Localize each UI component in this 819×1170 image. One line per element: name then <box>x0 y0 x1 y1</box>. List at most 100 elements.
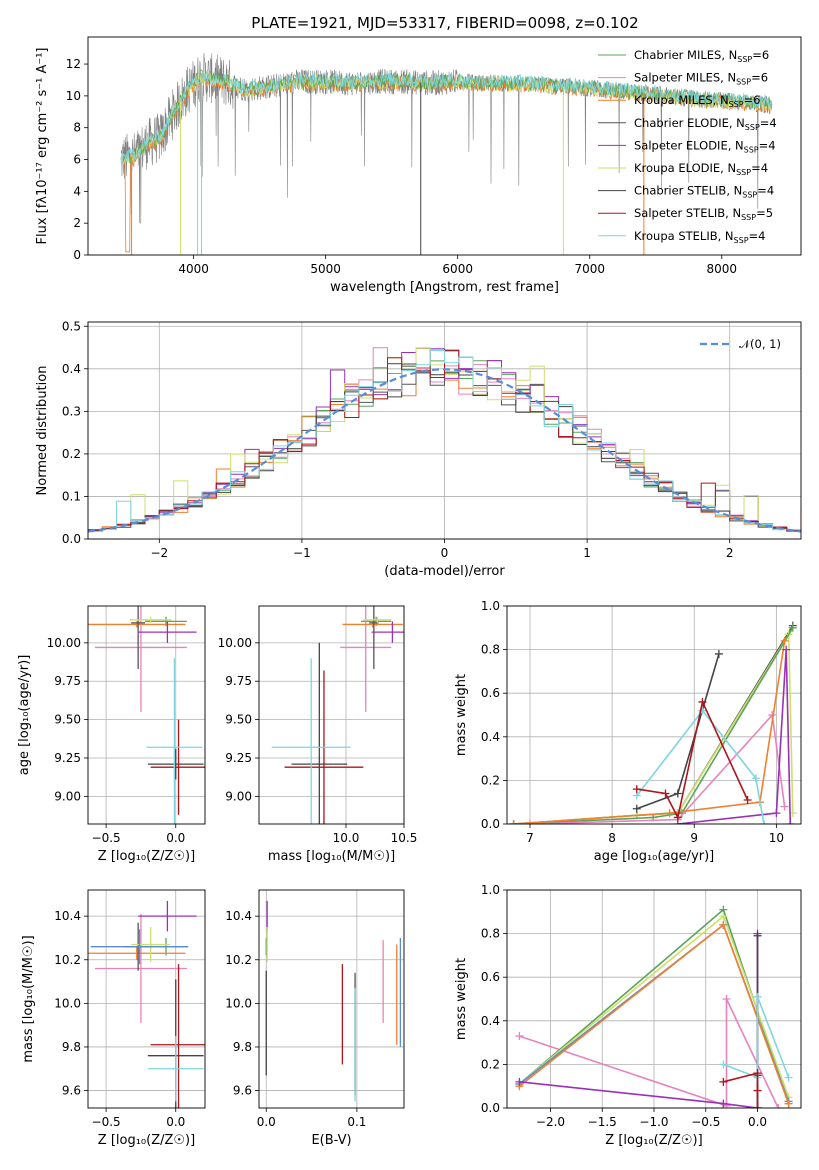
legend-text: Chabrier ELODIE, N <box>634 116 745 130</box>
legend-suffix: =6 <box>752 48 769 62</box>
series-marker <box>698 697 707 706</box>
y-tick-label: 9.00 <box>54 789 81 803</box>
series-marker <box>722 995 731 1003</box>
chart-mass_weight_vs_age: 7 8 9 10 0.0 0.2 0.4 0.6 0.8 1.0 age [log₁₀(age/yr… <box>454 599 802 864</box>
y-tick-label: 9.50 <box>54 713 81 727</box>
legend-text: Chabrier STELIB, N <box>634 184 742 198</box>
series-line-kroupa_miles <box>513 640 786 824</box>
series-line-chabrier_miles <box>513 627 794 824</box>
x-axis-label: mass [log₁₀(M/M☉)] <box>268 849 395 864</box>
series-line-kroupa_elodie <box>513 631 794 824</box>
series-marker <box>673 789 682 798</box>
series-marker <box>719 920 728 929</box>
series-marker <box>509 820 518 824</box>
plot-area <box>265 900 402 1102</box>
legend-suffix: =4 <box>751 161 768 175</box>
series-marker <box>786 820 795 824</box>
x-tick-label: 0.1 <box>347 1115 366 1129</box>
x-axis-label: wavelength [Angstrom, rest frame] <box>330 280 559 295</box>
legend-text: Kroupa STELIB, N <box>634 229 734 243</box>
axes-frame <box>506 605 802 825</box>
series-marker <box>632 785 641 794</box>
axes-frame <box>258 889 405 1109</box>
axes-frame <box>506 889 802 1109</box>
legend-label: Salpeter MILES, NSSP=6 <box>634 71 768 87</box>
series-marker <box>780 802 789 811</box>
x-tick-label: 4000 <box>178 262 209 276</box>
y-tick-label: 0.2 <box>481 773 500 787</box>
series-marker <box>751 774 760 783</box>
x-tick-label: −0.5 <box>92 831 121 845</box>
legend-suffix: =4 <box>757 184 774 198</box>
x-axis-label: Z [log₁₀(Z/Z☉)] <box>98 1133 195 1148</box>
y-tick-label: 0.0 <box>481 1101 500 1115</box>
y-tick-label: 0.4 <box>481 1014 500 1028</box>
legend-label: Salpeter ELODIE, NSSP=4 <box>634 138 776 154</box>
series-marker <box>774 1104 783 1108</box>
x-tick-label: 7000 <box>574 262 605 276</box>
y-tick-label: 10.2 <box>54 953 81 967</box>
y-tick-label: 12 <box>66 57 81 71</box>
legend-subscript: SSP <box>737 55 752 64</box>
plot-area <box>509 621 797 824</box>
series-marker <box>753 1086 762 1095</box>
series-line-salpeter_stelib <box>723 1072 759 1108</box>
y-tick-label: 0.1 <box>62 489 81 503</box>
y-axis-label: Normed distribution <box>35 366 50 496</box>
plot-area <box>271 606 404 824</box>
legend-subscript: SSP <box>741 213 756 222</box>
y-tick-label: 10.2 <box>225 953 252 967</box>
x-tick-label: 9 <box>690 831 698 845</box>
series-marker <box>784 1073 793 1082</box>
y-tick-label: 0.6 <box>481 970 500 984</box>
series-marker <box>760 820 769 824</box>
y-tick-label: 6 <box>73 153 81 167</box>
legend-label: Chabrier STELIB, NSSP=4 <box>634 184 774 200</box>
y-tick-label: 10.00 <box>47 636 81 650</box>
y-tick-label: 9.8 <box>62 1040 81 1054</box>
series-marker <box>772 809 781 818</box>
y-tick-label: 4 <box>73 184 81 198</box>
plot-area <box>515 905 793 1108</box>
y-axis-label: mass [log₁₀(M/M☉)] <box>21 935 36 1062</box>
x-tick-label: 6000 <box>442 262 473 276</box>
legend-suffix: =4 <box>749 229 766 243</box>
legend-text: Kroupa ELODIE, N <box>634 161 736 175</box>
series-line-salpeter_elodie <box>677 649 792 824</box>
series-marker <box>788 623 797 632</box>
legend-subscript: SSP <box>736 168 751 177</box>
series-marker <box>719 912 728 921</box>
x-tick-label: 0.0 <box>748 1115 767 1129</box>
y-tick-label: 10.4 <box>225 909 252 923</box>
axes-frame <box>87 889 206 1109</box>
legend-subscript: SSP <box>742 191 757 200</box>
legend-subscript: SSP <box>744 145 759 154</box>
model-spectrum-kroupa_stelib <box>120 69 772 163</box>
legend-suffix: =5 <box>756 206 773 220</box>
x-tick-label: 0.0 <box>257 1115 276 1129</box>
x-tick-label: −0.5 <box>92 1115 121 1129</box>
y-tick-label: 0 <box>73 248 81 262</box>
x-tick-label: −1 <box>293 546 311 560</box>
x-tick-label: 1 <box>583 546 591 560</box>
series-marker <box>753 1104 762 1108</box>
series-marker <box>719 1060 728 1069</box>
y-tick-label: 0.2 <box>481 1057 500 1071</box>
axes-frame <box>87 321 802 540</box>
x-axis-label: (data-model)/error <box>384 564 505 579</box>
chart-mass_weight_vs_Z: −2.0 −1.5 −1.0 −0.5 0.0 0.0 0.2 0.4 0.6 0.8 1.0 Z [… <box>454 883 802 1148</box>
series-marker <box>714 649 723 658</box>
series-marker <box>673 813 682 822</box>
y-tick-label: 9.00 <box>225 789 252 803</box>
x-tick-label: 8 <box>608 831 616 845</box>
series-marker <box>515 1032 524 1041</box>
plot-area <box>88 347 801 534</box>
y-tick-label: 8 <box>73 121 81 135</box>
x-tick-label: −0.5 <box>691 1115 720 1129</box>
chart-mass_vs_EBV: 0.0 0.1 9.6 9.8 10.0 10.2 10.4 E(B-V) <box>225 889 405 1148</box>
plots-container: 4000 5000 6000 7000 8000024681012wavelength … <box>17 36 802 1148</box>
x-tick-label: 5000 <box>310 262 341 276</box>
y-tick-label: 10.4 <box>54 909 81 923</box>
